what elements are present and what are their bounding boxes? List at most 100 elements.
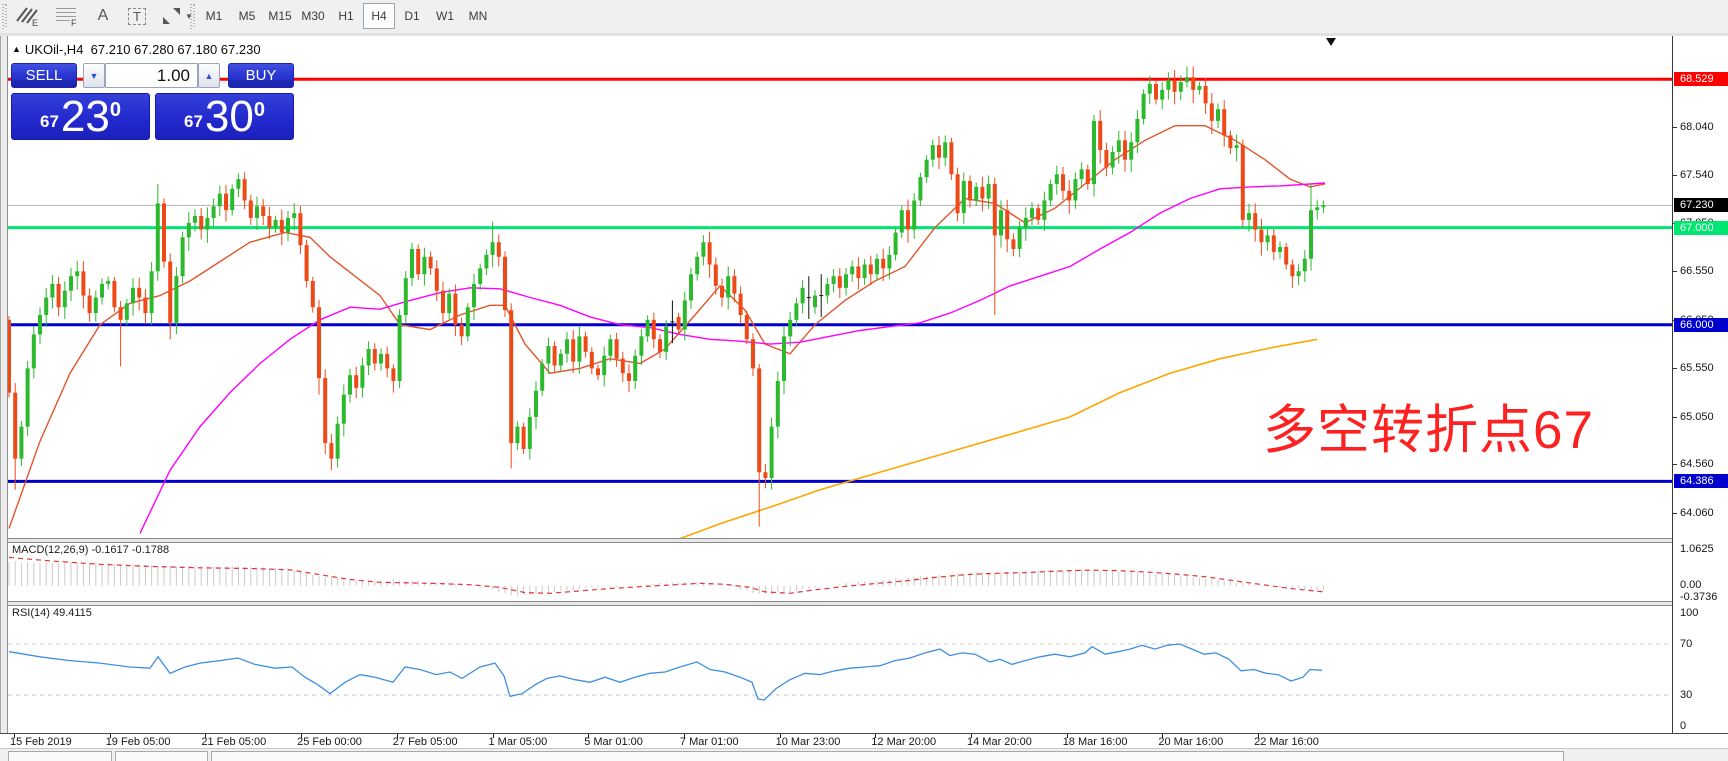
candle-body bbox=[782, 336, 786, 381]
candle-body bbox=[1079, 169, 1084, 180]
candle-body bbox=[583, 336, 588, 352]
candle-body bbox=[199, 215, 204, 230]
candle-body bbox=[1129, 142, 1134, 160]
candle-body bbox=[1309, 210, 1313, 259]
volume-up-button[interactable]: ▲ bbox=[198, 63, 220, 88]
candle-body bbox=[230, 188, 235, 211]
candle-body bbox=[38, 314, 42, 335]
sell-price-sup: 0 bbox=[109, 99, 121, 121]
timeframe-button-m1[interactable]: M1 bbox=[205, 9, 223, 23]
arrows-icon bbox=[163, 8, 181, 24]
candle-body bbox=[267, 215, 272, 228]
window-left-border[interactable] bbox=[0, 36, 8, 748]
candle-body bbox=[546, 346, 551, 364]
price-chart-canvas[interactable] bbox=[8, 36, 1672, 538]
candle-body bbox=[1265, 235, 1270, 243]
toolbar-drag-handle[interactable] bbox=[2, 4, 7, 29]
buy-button[interactable]: BUY bbox=[228, 63, 294, 88]
candle-body bbox=[844, 274, 848, 288]
macd-pane-canvas[interactable] bbox=[8, 541, 1672, 601]
candle-body bbox=[620, 358, 625, 374]
trade-panel: SELL ▼ 1.00 ▲ BUY 67 23 0 67 30 0 bbox=[11, 63, 294, 163]
candle-body bbox=[633, 355, 638, 381]
candle-body bbox=[410, 248, 414, 279]
timeframe-button-h1[interactable]: H1 bbox=[338, 9, 354, 23]
time-tick-notch bbox=[109, 734, 111, 738]
candle-body bbox=[1228, 135, 1233, 149]
indicators-edit-icon[interactable]: E bbox=[10, 2, 44, 30]
candle-body bbox=[205, 217, 210, 230]
candle-body bbox=[1067, 190, 1072, 201]
chart-tab-2[interactable] bbox=[211, 751, 1564, 761]
timeframe-button-h4[interactable]: H4 bbox=[363, 3, 395, 29]
volume-input[interactable]: 1.00 bbox=[105, 63, 198, 88]
macd-scale-label: 0.00 bbox=[1680, 579, 1702, 591]
candle-body bbox=[329, 443, 334, 459]
price-tick-label: 64.060 bbox=[1680, 507, 1714, 519]
buy-price-box[interactable]: 67 30 0 bbox=[155, 93, 294, 140]
candle-body bbox=[273, 219, 278, 228]
candle-body bbox=[168, 261, 173, 323]
rsi-pane-canvas[interactable] bbox=[8, 604, 1672, 733]
timeframe-button-mn[interactable]: MN bbox=[468, 9, 488, 23]
volume-down-button[interactable]: ▼ bbox=[83, 63, 105, 88]
timeframe-button-w1[interactable]: W1 bbox=[436, 9, 454, 23]
candle-body bbox=[162, 203, 166, 262]
text-box-icon[interactable]: T bbox=[122, 2, 152, 30]
candle-body bbox=[100, 283, 104, 298]
candle-body bbox=[503, 256, 507, 311]
price-tick-notch bbox=[1673, 175, 1677, 176]
chevron-down-icon: ▼ bbox=[185, 11, 193, 21]
collapse-arrow-icon[interactable]: ▲ bbox=[12, 44, 21, 54]
text-label-icon[interactable]: A bbox=[97, 7, 109, 24]
candle-body bbox=[955, 174, 960, 214]
candle-body bbox=[1104, 149, 1109, 168]
chart-tab-1[interactable] bbox=[115, 751, 208, 761]
candle-body bbox=[1290, 264, 1295, 277]
objects-arrows-icon[interactable]: ▼ bbox=[158, 2, 196, 30]
candle-body bbox=[800, 287, 805, 304]
candle-body bbox=[453, 293, 458, 325]
chart-tab-0[interactable] bbox=[8, 751, 112, 761]
candle-body bbox=[403, 278, 408, 315]
candle-body bbox=[292, 213, 297, 218]
candle-body bbox=[651, 319, 656, 340]
candle-body bbox=[552, 346, 557, 366]
candle-body bbox=[1296, 271, 1301, 277]
sell-button[interactable]: SELL bbox=[11, 63, 77, 88]
time-tick-label: 7 Mar 01:00 bbox=[679, 736, 739, 748]
time-tick-notch bbox=[779, 734, 781, 738]
candle-body bbox=[906, 210, 910, 230]
candle-body bbox=[658, 339, 662, 352]
price-axis[interactable]: 68.04067.54067.05066.55066.05065.55065.0… bbox=[1672, 36, 1728, 733]
time-axis[interactable]: 15 Feb 2019 19 Feb 05:00 21 Feb 05:00 25 Fe… bbox=[0, 733, 1728, 748]
grid-templates-icon[interactable]: F bbox=[50, 2, 84, 30]
svg-text:F: F bbox=[71, 18, 77, 27]
candle-body bbox=[131, 287, 135, 304]
time-tick-label: 15 Feb 2019 bbox=[10, 736, 72, 748]
pane-separator[interactable] bbox=[8, 601, 1672, 606]
timeframe-button-m30[interactable]: M30 bbox=[301, 9, 325, 23]
candle-body bbox=[87, 295, 92, 314]
timeframe-button-m5[interactable]: M5 bbox=[238, 9, 256, 23]
pane-separator[interactable] bbox=[8, 538, 1672, 543]
candle-body bbox=[918, 177, 923, 201]
candle-body bbox=[81, 271, 86, 296]
timeframe-button-m15[interactable]: M15 bbox=[268, 9, 292, 23]
candle-body bbox=[118, 307, 123, 320]
candle-body bbox=[1172, 80, 1177, 92]
candle-body bbox=[186, 222, 191, 238]
macd-signal-line bbox=[8, 556, 1325, 594]
candle-body bbox=[1154, 83, 1158, 100]
time-tick-label: 19 Feb 05:00 bbox=[105, 736, 171, 748]
candle-body bbox=[1178, 82, 1183, 92]
price-tick-notch bbox=[1673, 127, 1677, 128]
candle-body bbox=[738, 293, 743, 315]
candle-body bbox=[1085, 169, 1090, 184]
timeframe-button-d1[interactable]: D1 bbox=[404, 9, 420, 23]
time-tick-notch bbox=[1162, 734, 1164, 738]
sell-price-box[interactable]: 67 23 0 bbox=[11, 93, 150, 140]
candle-body bbox=[1135, 118, 1140, 143]
candle-body bbox=[974, 186, 979, 201]
candle-body bbox=[899, 210, 904, 233]
